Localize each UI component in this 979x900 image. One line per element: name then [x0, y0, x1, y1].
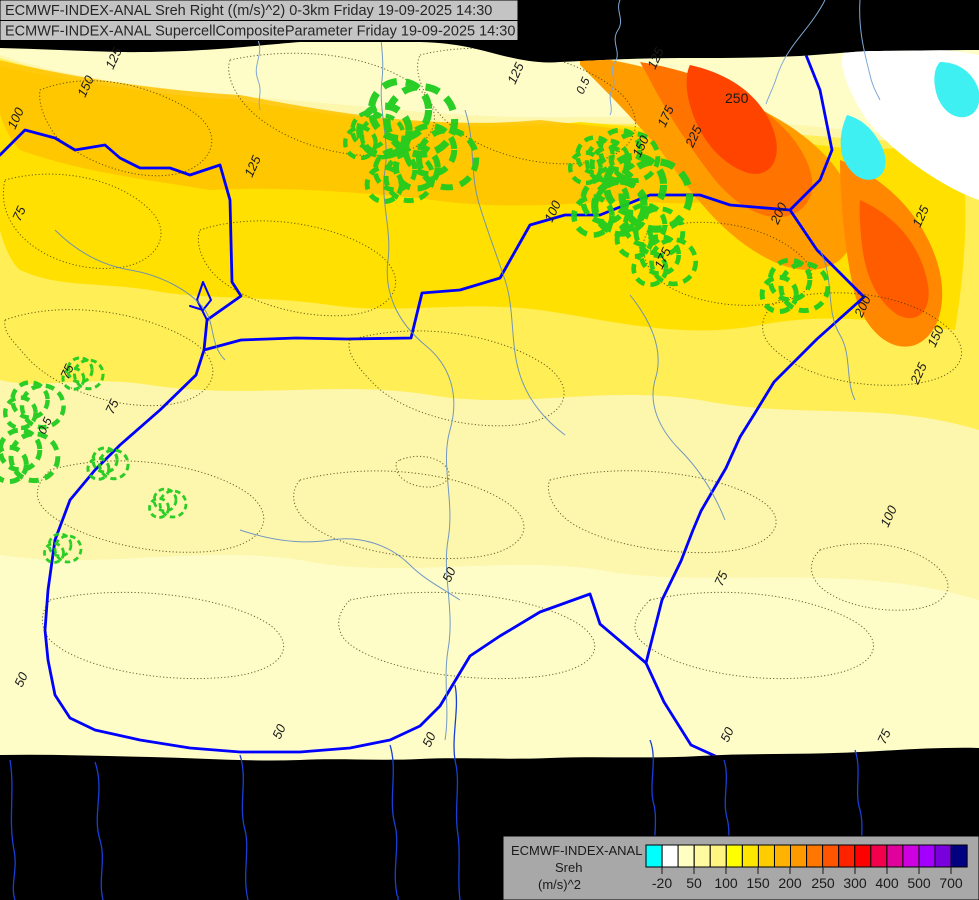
svg-text:700: 700 [939, 875, 963, 891]
svg-text:Sreh: Sreh [555, 860, 582, 875]
svg-text:ECMWF-INDEX-ANAL SupercellComp: ECMWF-INDEX-ANAL SupercellCompositeParam… [5, 24, 515, 40]
svg-text:150: 150 [746, 875, 770, 891]
svg-text:250: 250 [811, 875, 835, 891]
svg-text:200: 200 [778, 875, 802, 891]
svg-text:500: 500 [907, 875, 931, 891]
svg-text:300: 300 [843, 875, 867, 891]
svg-text:250: 250 [725, 90, 749, 106]
svg-text:50: 50 [686, 875, 702, 891]
svg-text:100: 100 [714, 875, 738, 891]
svg-text:-20: -20 [652, 875, 672, 891]
svg-text:ECMWF-INDEX-ANAL: ECMWF-INDEX-ANAL [511, 843, 642, 858]
svg-text:(m/s)^2: (m/s)^2 [538, 877, 581, 892]
svg-text:ECMWF-INDEX-ANAL Sreh Right ((: ECMWF-INDEX-ANAL Sreh Right ((m/s)^2) 0-… [5, 3, 492, 19]
svg-text:400: 400 [875, 875, 899, 891]
